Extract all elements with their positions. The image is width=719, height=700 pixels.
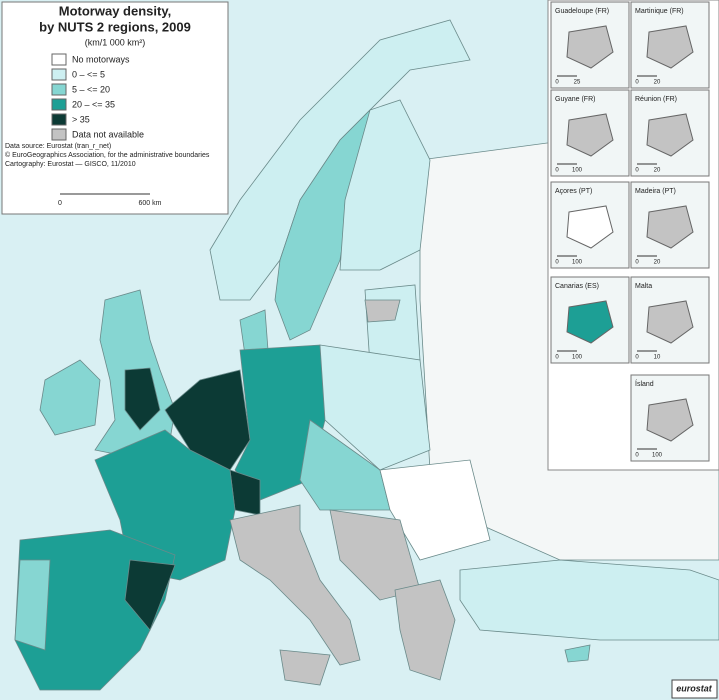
legend-label: No motorways — [72, 54, 130, 64]
logo-box — [671, 679, 718, 699]
spain-east — [124, 559, 176, 631]
subtitle: by NUTS 2 regions, 2009 — [39, 19, 191, 34]
scale-label: 0 — [58, 200, 62, 207]
romania — [379, 459, 491, 561]
greece — [394, 579, 456, 681]
inset-land — [646, 113, 694, 157]
cyprus — [564, 644, 591, 663]
inset-scale-label: 0 — [635, 355, 639, 361]
inset-land — [566, 25, 614, 69]
legend-swatch — [51, 98, 67, 111]
inset-scale-label: 0 — [635, 80, 639, 86]
inset-scale-label: 100 — [572, 168, 583, 174]
inset-title: Malta — [635, 283, 652, 290]
inset-land — [566, 300, 614, 344]
inset-land — [646, 25, 694, 69]
inset-land — [646, 398, 694, 442]
scale-bar: 0 600 km — [58, 193, 162, 207]
inset-scale-label: 0 — [635, 168, 639, 174]
inset-scale-label: 0 — [555, 260, 559, 266]
legend: No motorways 0 – <= 5 5 – <= 20 20 – <= 35 >… — [51, 53, 144, 141]
legend-label: Data not available — [72, 129, 144, 139]
inset-title: Guadeloupe (FR) — [555, 8, 609, 15]
legend-label: 0 – <= 5 — [72, 69, 105, 79]
norway — [209, 19, 471, 301]
logo: eurostat — [676, 683, 713, 693]
turkey — [459, 559, 719, 641]
poland — [319, 344, 431, 471]
legend-swatch — [51, 68, 67, 81]
inset-scale-label: 100 — [572, 355, 583, 361]
inset-title: Guyane (FR) — [555, 96, 595, 103]
inset-scale-label: 20 — [654, 168, 661, 174]
legend-label: > 35 — [72, 114, 90, 124]
inset-scale-label: 0 — [555, 355, 559, 361]
inset-scale-label: 0 — [635, 453, 639, 459]
insets: Guadeloupe (FR) 0 25 Martinique (FR) 0 20 Guya… — [547, 0, 719, 471]
sicily — [279, 649, 331, 686]
finland — [339, 99, 431, 271]
inset-land — [566, 205, 614, 249]
inset-title: Madeira (PT) — [635, 188, 676, 195]
italy — [229, 504, 361, 666]
inset-scale-label: 0 — [555, 168, 559, 174]
inset-scale-label: 25 — [574, 80, 581, 86]
inset-scale-label: 100 — [652, 453, 663, 459]
unit: (km/1 000 km²) — [85, 37, 146, 47]
estonia — [364, 299, 401, 323]
legend-swatch — [51, 83, 67, 96]
source-line: © EuroGeographics Association, for the a… — [5, 151, 210, 159]
legend-label: 5 – <= 20 — [72, 84, 110, 94]
portugal — [14, 559, 51, 651]
inset-scale-label: 100 — [572, 260, 583, 266]
inset-title: Canarias (ES) — [555, 283, 599, 290]
sources: Data source: Eurostat (tran_r_net)© Euro… — [5, 143, 210, 168]
inset-scale-label: 0 — [555, 80, 559, 86]
title: Motorway density, — [59, 3, 171, 18]
legend-swatch — [51, 113, 67, 126]
legend-label: 20 – <= 35 — [72, 99, 115, 109]
uk-core — [124, 367, 161, 431]
legend-box: Motorway density, by NUTS 2 regions, 200… — [1, 1, 229, 215]
legend-swatch — [51, 128, 67, 141]
inset-title: Martinique (FR) — [635, 8, 684, 15]
inset-scale-label: 20 — [654, 80, 661, 86]
inset-scale-label: 10 — [654, 355, 661, 361]
inset-title: Açores (PT) — [555, 188, 592, 195]
czech-austria — [299, 419, 391, 511]
inset-scale-label: 20 — [654, 260, 661, 266]
scale-label: 600 km — [139, 200, 162, 207]
inset-land — [566, 113, 614, 157]
source-line: Cartography: Eurostat — GISCO, 11/2010 — [5, 161, 136, 168]
inset-land — [646, 300, 694, 344]
ireland — [39, 359, 101, 436]
inset-scale-label: 0 — [635, 260, 639, 266]
source-line: Data source: Eurostat (tran_r_net) — [5, 143, 111, 150]
inset-title: Ísland — [635, 379, 654, 388]
inset-land — [646, 205, 694, 249]
legend-frame — [1, 1, 229, 215]
inset-title: Réunion (FR) — [635, 96, 677, 103]
legend-swatch — [51, 53, 67, 66]
